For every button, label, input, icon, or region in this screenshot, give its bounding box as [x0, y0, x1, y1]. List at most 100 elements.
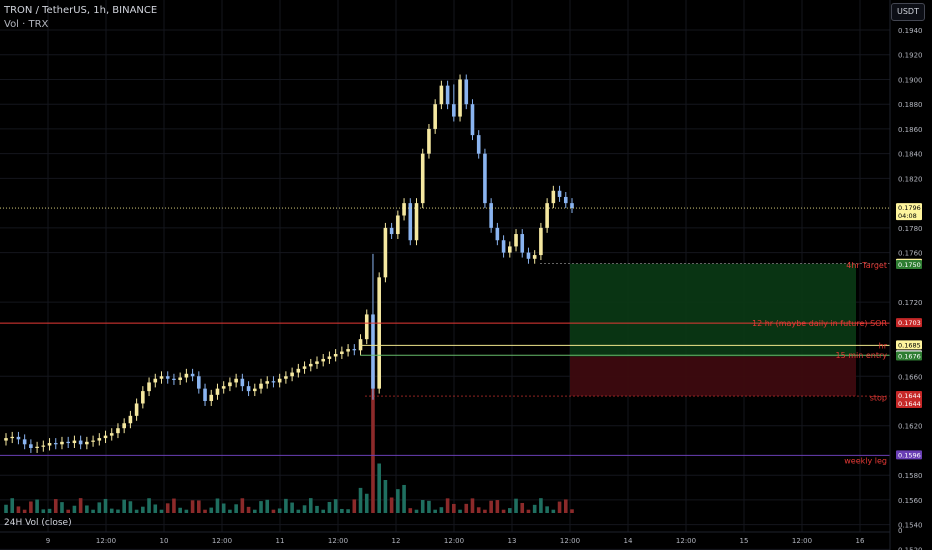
- price-tick-label: 0.1540: [898, 522, 923, 530]
- volume-bar: [265, 499, 270, 513]
- price-badge: 0.1703: [896, 318, 922, 328]
- volume-bar: [259, 501, 263, 513]
- price-tick-label: 0.1860: [898, 126, 923, 134]
- volume-bar: [315, 505, 319, 513]
- volume-bar: [215, 498, 220, 513]
- candle-body: [72, 440, 77, 444]
- volume-zero-label: 0: [898, 527, 902, 535]
- candle-body: [209, 394, 214, 401]
- candle-body: [333, 354, 338, 357]
- annotation-15: 15 min entry: [835, 351, 887, 360]
- volume-bar: [557, 501, 562, 513]
- volume-bar: [470, 498, 475, 513]
- candle-body: [147, 382, 151, 392]
- volume-bar: [246, 506, 251, 513]
- time-tick-label: 15: [740, 537, 749, 545]
- candle-body: [495, 227, 500, 241]
- price-badge-value: 0.1596: [898, 451, 921, 459]
- price-badge-value: 0.1676: [898, 352, 921, 360]
- price-badge-bg: [896, 399, 922, 409]
- volume-bar: [78, 498, 83, 513]
- volume-bar: [184, 509, 189, 513]
- volume-bar: [389, 497, 394, 513]
- volume-bar: [420, 500, 425, 513]
- price-badge-value: 0.1796: [898, 204, 921, 212]
- volume-bar: [47, 508, 52, 513]
- volume-bar: [228, 509, 232, 513]
- price-tick-label: 0.1660: [898, 373, 923, 381]
- volume-bar: [452, 503, 456, 513]
- volume-bar: [501, 509, 506, 513]
- volume-bar: [514, 498, 518, 513]
- candle-body: [321, 358, 326, 362]
- candle-body: [35, 446, 39, 448]
- candle-body: [439, 85, 444, 105]
- candle-body: [246, 386, 251, 392]
- volume-bar: [172, 498, 176, 513]
- volume-bar: [464, 503, 469, 513]
- candle-body: [277, 378, 282, 383]
- volume-bar: [221, 503, 226, 513]
- price-badge: 0.1644: [896, 391, 922, 401]
- price-badges: 0.179604:080.17510.17500.17030.16850.167…: [896, 203, 922, 460]
- price-axis: 0.1940 0.1920 0.1900 0.1880 0.1860 0.1840 0.18…: [889, 0, 923, 550]
- volume-bar: [364, 493, 369, 513]
- price-tick-label: 0.1780: [898, 225, 923, 233]
- candle-body: [427, 128, 431, 154]
- volume-bar: [190, 500, 195, 513]
- volume-bar: [476, 507, 481, 513]
- candle-body: [452, 104, 456, 117]
- price-badge: 0.1750: [896, 259, 922, 269]
- volume-bar: [66, 509, 70, 513]
- candle-body: [526, 252, 531, 259]
- price-badge-value: 0.1750: [898, 261, 921, 269]
- price-badge-bg: [896, 259, 922, 269]
- volume-bar: [333, 499, 338, 513]
- volume-bar: [427, 500, 431, 513]
- candle-body: [296, 368, 301, 373]
- volume-bar: [340, 508, 344, 513]
- candle-body: [570, 203, 574, 209]
- annotation-12: 12 hr (maybe daily in future) SOR: [752, 319, 887, 328]
- price-badge-bg: [896, 340, 922, 350]
- candle-body: [402, 203, 406, 216]
- candle-body: [371, 314, 375, 389]
- volume-label: 24H Vol (close): [4, 518, 72, 528]
- target-zone: [570, 263, 856, 357]
- candle-body: [60, 441, 64, 445]
- candle-body: [563, 196, 568, 204]
- annotations: 4hr Target 12 hr (maybe daily in future) …: [752, 261, 888, 465]
- volume-bar: [234, 504, 238, 513]
- candle-body: [265, 381, 270, 384]
- volume-bar: [458, 509, 462, 513]
- volume-bar: [122, 499, 126, 513]
- time-tick-label: 11: [276, 537, 285, 545]
- candle-body: [377, 277, 381, 389]
- candle-body: [252, 388, 257, 392]
- candle-body: [445, 85, 450, 105]
- volume-bar: [147, 498, 151, 513]
- volume-bar: [60, 502, 64, 513]
- volume-bar: [302, 505, 307, 513]
- candle-body: [396, 215, 400, 235]
- candle-body: [508, 246, 512, 253]
- candle-body: [172, 378, 176, 380]
- time-tick-label: 12: [392, 537, 401, 545]
- time-tick-label: 12:00: [792, 537, 812, 545]
- level-lines: [0, 207, 890, 456]
- volume-bar: [97, 502, 102, 513]
- time-tick-label: 12:00: [444, 537, 464, 545]
- candle-body: [271, 381, 276, 383]
- candle-body: [221, 386, 226, 389]
- volume-bars: [4, 370, 574, 513]
- candle-body: [259, 383, 263, 389]
- volume-bar: [439, 507, 444, 513]
- currency-button[interactable]: USDT: [891, 3, 925, 21]
- candle-body: [408, 203, 413, 241]
- candle-body: [470, 104, 475, 136]
- candle-body: [184, 373, 189, 378]
- volume-bar: [396, 489, 400, 513]
- candle-body: [10, 436, 15, 439]
- price-badge: 0.1596: [896, 450, 922, 460]
